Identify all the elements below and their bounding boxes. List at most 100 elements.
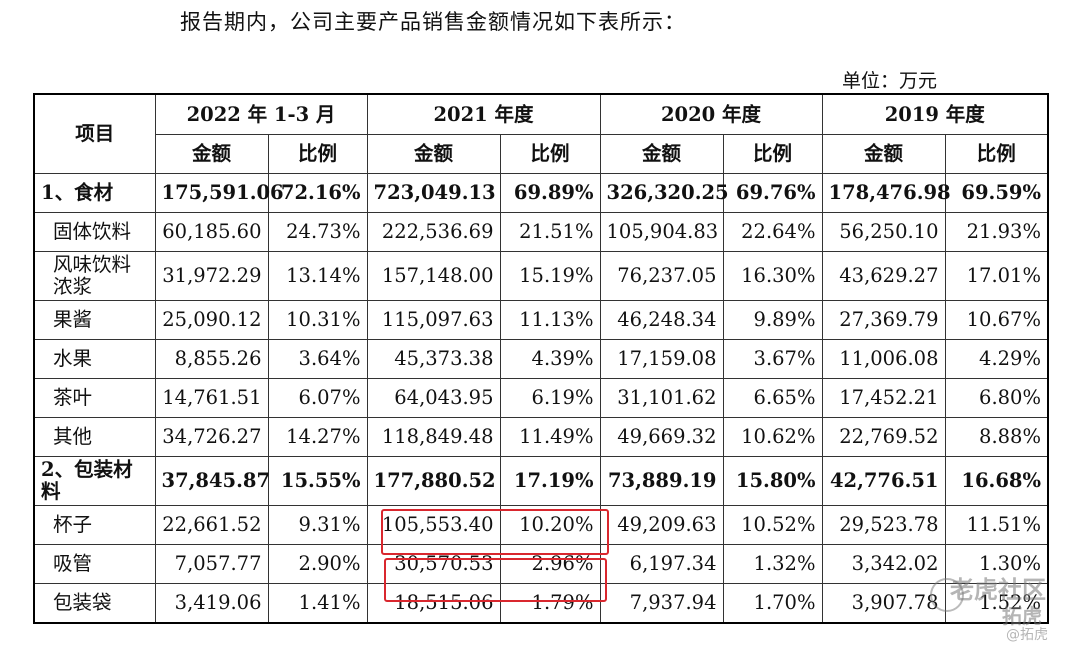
ratio-cell: 9.89% bbox=[722, 300, 823, 340]
ratio-cell: 15.80% bbox=[722, 456, 823, 506]
period-header: 2022 年 1-3 月 bbox=[154, 93, 368, 135]
table-body: 1、食材 175,591.06 72.16% 723,049.13 69.89% 326,… bbox=[33, 173, 1049, 624]
ratio-cell: 10.67% bbox=[944, 300, 1049, 340]
ratio-cell: 6.07% bbox=[267, 378, 368, 418]
period-header: 2021 年度 bbox=[366, 93, 601, 135]
ratio-cell: 10.52% bbox=[722, 505, 823, 545]
paw-icon bbox=[930, 578, 964, 612]
ratio-cell: 6.65% bbox=[722, 378, 823, 418]
table-row: 包装袋 3,419.06 1.41% 18,515.06 1.79% 7,937.94 1.… bbox=[33, 583, 1049, 624]
amount-cell: 22,769.52 bbox=[821, 417, 946, 457]
ratio-cell: 3.67% bbox=[722, 339, 823, 379]
amount-cell: 37,845.87 bbox=[154, 456, 270, 506]
table-row: 吸管 7,057.77 2.90% 30,570.53 2.96% 6,197.34 1.3… bbox=[33, 544, 1049, 584]
amount-cell: 49,669.32 bbox=[599, 417, 724, 457]
amount-cell: 34,726.27 bbox=[154, 417, 269, 457]
amount-cell: 178,476.98 bbox=[821, 173, 951, 213]
sales-table: 项目 2022 年 1-3 月 2021 年度 2020 年度 2019 年度 … bbox=[33, 93, 1049, 624]
amount-cell: 3,342.02 bbox=[821, 544, 946, 584]
row-label: 风味饮料浓浆 bbox=[33, 251, 156, 301]
ratio-cell: 11.51% bbox=[944, 505, 1049, 545]
amount-cell: 3,907.78 bbox=[821, 583, 946, 624]
ratio-header: 比例 bbox=[267, 134, 368, 174]
amount-cell: 42,776.51 bbox=[821, 456, 946, 506]
ratio-cell: 17.01% bbox=[944, 251, 1049, 301]
ratio-cell: 69.59% bbox=[944, 173, 1049, 213]
ratio-cell: 16.68% bbox=[944, 456, 1049, 506]
amount-cell: 27,369.79 bbox=[821, 300, 946, 340]
amount-cell: 17,159.08 bbox=[599, 339, 724, 379]
amount-cell: 18,515.06 bbox=[366, 583, 501, 624]
watermark-brand: 老虎社区 bbox=[950, 576, 1046, 604]
ratio-cell: 11.49% bbox=[499, 417, 601, 457]
ratio-cell: 16.30% bbox=[722, 251, 823, 301]
amount-cell: 222,536.69 bbox=[366, 212, 501, 252]
table-row: 其他 34,726.27 14.27% 118,849.48 11.49% 49,669.… bbox=[33, 417, 1049, 457]
row-label: 其他 bbox=[33, 417, 156, 457]
amount-header: 金额 bbox=[599, 134, 724, 174]
ratio-header: 比例 bbox=[499, 134, 601, 174]
amount-cell: 11,006.08 bbox=[821, 339, 946, 379]
amount-cell: 25,090.12 bbox=[154, 300, 269, 340]
amount-cell: 17,452.21 bbox=[821, 378, 946, 418]
amount-cell: 157,148.00 bbox=[366, 251, 501, 301]
row-label: 2、包装材料 bbox=[33, 456, 156, 506]
row-label: 杯子 bbox=[33, 505, 156, 545]
ratio-cell: 1.32% bbox=[722, 544, 823, 584]
row-label: 1、食材 bbox=[33, 173, 156, 213]
amount-cell: 723,049.13 bbox=[366, 173, 501, 213]
ratio-cell: 21.93% bbox=[944, 212, 1049, 252]
period-header: 2020 年度 bbox=[599, 93, 823, 135]
ratio-cell: 15.19% bbox=[499, 251, 601, 301]
row-label: 水果 bbox=[33, 339, 156, 379]
amount-cell: 115,097.63 bbox=[366, 300, 501, 340]
amount-cell: 49,209.63 bbox=[599, 505, 724, 545]
amount-cell: 22,661.52 bbox=[154, 505, 269, 545]
amount-cell: 60,185.60 bbox=[154, 212, 269, 252]
highlight-box-cups-2021 bbox=[381, 509, 609, 555]
ratio-cell: 21.51% bbox=[499, 212, 601, 252]
ratio-cell: 24.73% bbox=[267, 212, 368, 252]
ratio-cell: 1.70% bbox=[722, 583, 823, 624]
row-label: 茶叶 bbox=[33, 378, 156, 418]
ratio-cell: 6.80% bbox=[944, 378, 1049, 418]
ratio-cell: 4.39% bbox=[499, 339, 601, 379]
amount-cell: 7,057.77 bbox=[154, 544, 269, 584]
amount-cell: 31,101.62 bbox=[599, 378, 724, 418]
ratio-header: 比例 bbox=[944, 134, 1049, 174]
row-label: 吸管 bbox=[33, 544, 156, 584]
amount-cell: 6,197.34 bbox=[599, 544, 724, 584]
ratio-cell: 1.30% bbox=[944, 544, 1049, 584]
ratio-cell: 3.64% bbox=[267, 339, 368, 379]
amount-cell: 105,904.83 bbox=[599, 212, 724, 252]
ratio-cell: 6.19% bbox=[499, 378, 601, 418]
amount-cell: 177,880.52 bbox=[366, 456, 501, 506]
unit-label: 单位：万元 bbox=[842, 70, 938, 92]
ratio-cell: 4.29% bbox=[944, 339, 1049, 379]
amount-header: 金额 bbox=[821, 134, 946, 174]
ratio-cell: 15.55% bbox=[267, 456, 368, 506]
ratio-cell: 13.14% bbox=[267, 251, 368, 301]
watermark-label: 拓虎 bbox=[1002, 604, 1042, 628]
amount-cell: 46,248.34 bbox=[599, 300, 724, 340]
ratio-cell: 2.90% bbox=[267, 544, 368, 584]
ratio-cell: 1.79% bbox=[499, 583, 601, 624]
amount-cell: 29,523.78 bbox=[821, 505, 946, 545]
ratio-cell: 10.31% bbox=[267, 300, 368, 340]
table-row: 茶叶 14,761.51 6.07% 64,043.95 6.19% 31,101.62 6… bbox=[33, 378, 1049, 418]
ratio-cell: 10.62% bbox=[722, 417, 823, 457]
amount-cell: 118,849.48 bbox=[366, 417, 501, 457]
amount-cell: 14,761.51 bbox=[154, 378, 269, 418]
period-header: 2019 年度 bbox=[821, 93, 1049, 135]
amount-cell: 31,972.29 bbox=[154, 251, 269, 301]
amount-cell: 7,937.94 bbox=[599, 583, 724, 624]
amount-cell: 43,629.27 bbox=[821, 251, 946, 301]
amount-cell: 175,591.06 bbox=[154, 173, 284, 213]
highlight-box-straws-2021 bbox=[384, 558, 607, 602]
row-label: 果酱 bbox=[33, 300, 156, 340]
ratio-cell: 14.27% bbox=[267, 417, 368, 457]
ratio-cell: 72.16% bbox=[267, 173, 368, 213]
amount-header: 金额 bbox=[154, 134, 269, 174]
ratio-cell: 69.89% bbox=[499, 173, 601, 213]
watermark: 老虎社区 拓虎 @拓虎 bbox=[930, 568, 1080, 652]
